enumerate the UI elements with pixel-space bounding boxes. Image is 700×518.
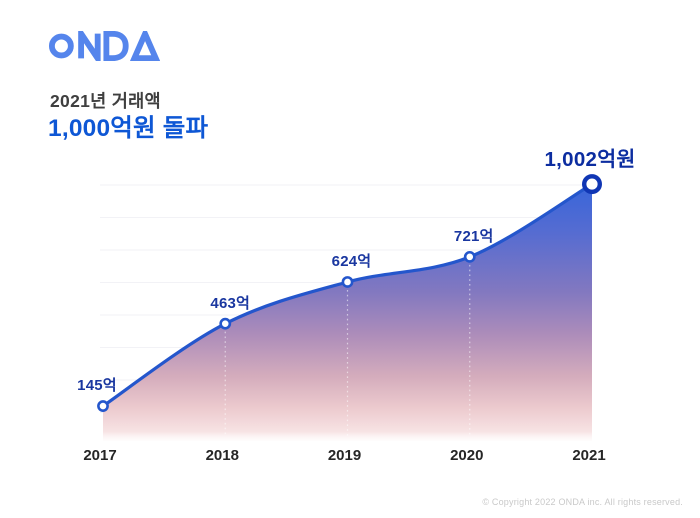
logo-letter-a-triangle	[129, 26, 161, 62]
x-axis-label-2021: 2021	[572, 447, 606, 464]
onda-logo-icon	[48, 23, 161, 69]
logo-letter-o	[48, 33, 74, 59]
copyright-text: © Copyright 2022 ONDA inc. All rights re…	[482, 497, 683, 507]
data-point-marker-2019	[341, 276, 354, 288]
area-fill	[103, 184, 592, 441]
data-label-2018: 463억	[210, 294, 251, 312]
x-axis-label-2018: 2018	[205, 447, 239, 464]
logo-letter-d	[103, 30, 129, 62]
x-axis-label-2019: 2019	[327, 447, 362, 464]
x-axis-label-2017: 2017	[83, 447, 117, 464]
x-axis-label-2020: 2020	[450, 447, 484, 464]
data-point-marker-2020	[463, 250, 476, 263]
onda-logo	[48, 23, 161, 69]
data-label-2017: 145억	[77, 377, 117, 395]
data-label-2019: 624억	[331, 252, 372, 270]
logo-letter-n	[78, 23, 101, 69]
data-label-2020: 721억	[453, 227, 494, 245]
data-point-marker-2018	[219, 317, 232, 330]
data-point-marker-2017	[97, 400, 109, 412]
data-point-marker-2021	[582, 174, 603, 195]
data-label-2021: 1,002억원	[544, 148, 636, 172]
chart-subtitle: 2021년 거래액	[50, 91, 161, 111]
page-title: 1,000억원 돌파	[48, 115, 209, 142]
